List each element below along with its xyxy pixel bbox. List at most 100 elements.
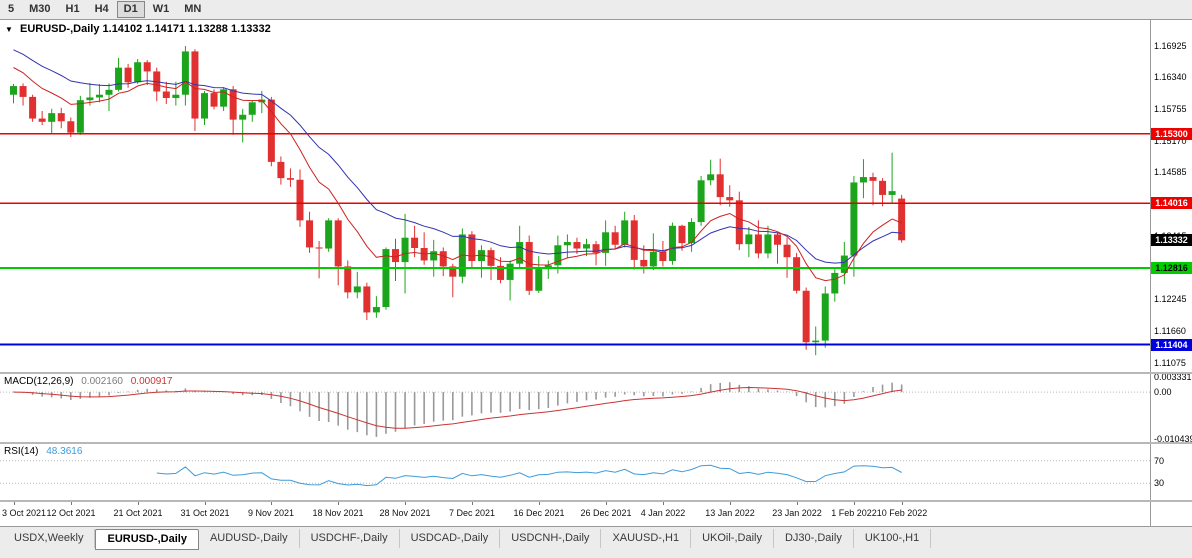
candle-body <box>688 221 696 244</box>
rsi-scale-label: 30 <box>1154 478 1165 488</box>
level-price-badge-1.12816: 1.12816 <box>1151 262 1192 274</box>
candle-body <box>630 220 638 260</box>
time-axis-tick <box>472 502 473 505</box>
chart-tab-XAUUSD-H1[interactable]: XAUUSD-,H1 <box>601 529 692 548</box>
candle-body <box>67 121 75 133</box>
price-scale-label: 1.11075 <box>1154 358 1186 368</box>
timeframe-button-5[interactable]: 5 <box>8 3 15 15</box>
candle-body <box>573 242 581 249</box>
candle-body <box>850 182 858 256</box>
date-label: 10 Feb 2022 <box>876 508 928 518</box>
chart-tab-USDCHF-Daily[interactable]: USDCHF-,Daily <box>300 529 400 548</box>
price-scale-label: 1.16925 <box>1154 41 1187 51</box>
macd-header: MACD(12,26,9) 0.002160 0.000917 <box>4 376 177 387</box>
candle-body <box>649 251 657 267</box>
chart-tab-USDCNH-Daily[interactable]: USDCNH-,Daily <box>500 529 602 548</box>
date-label: 26 Dec 2021 <box>580 508 632 518</box>
candle-body <box>812 340 820 343</box>
candle-body <box>516 242 524 264</box>
candle-body <box>602 232 610 253</box>
macd-plot[interactable] <box>0 374 1150 442</box>
candle-body <box>535 269 543 291</box>
candle-body <box>888 191 896 195</box>
rsi-label: RSI(14) <box>4 446 39 457</box>
candle-body <box>745 234 753 245</box>
candle-body <box>697 180 705 222</box>
candle-body <box>181 51 189 95</box>
candle-body <box>286 178 294 180</box>
time-axis-tick <box>539 502 540 505</box>
candle-body <box>430 251 438 261</box>
candle-body <box>239 114 247 120</box>
chart-tab-UKOil-Daily[interactable]: UKOil-,Daily <box>691 529 774 548</box>
timeframe-button-M30[interactable]: M30 <box>29 3 51 15</box>
main-chart-plot[interactable] <box>0 20 1150 372</box>
rsi-plot[interactable] <box>0 444 1150 500</box>
candle-body <box>115 67 123 90</box>
candle-body <box>869 177 877 181</box>
main-chart-panel: ▼ EURUSD-,Daily 1.14102 1.14171 1.13288 … <box>0 20 1150 372</box>
panel-splitter[interactable] <box>0 442 1192 444</box>
date-label: 9 Nov 2021 <box>247 508 295 518</box>
time-axis-tick <box>854 502 855 505</box>
date-label: 31 Oct 2021 <box>180 508 230 518</box>
candle-body <box>353 286 361 293</box>
rsi-scale-label: 70 <box>1154 456 1165 466</box>
price-scale-label: 1.11660 <box>1154 326 1186 336</box>
candle-body <box>172 94 180 98</box>
price-scale-label: 1.14585 <box>1154 167 1187 177</box>
timeframe-button-MN[interactable]: MN <box>184 3 202 15</box>
current-price-badge: 1.13332 <box>1151 234 1192 246</box>
time-axis-tick <box>14 502 15 505</box>
candle-body <box>201 93 208 119</box>
chart-header: ▼ EURUSD-,Daily 1.14102 1.14171 1.13288 … <box>5 23 271 35</box>
candle-body <box>726 197 734 201</box>
candle-body <box>449 266 457 277</box>
panel-splitter[interactable] <box>0 500 1192 502</box>
date-label: 28 Nov 2021 <box>379 508 431 518</box>
chart-tab-AUDUSD-Daily[interactable]: AUDUSD-,Daily <box>199 529 300 548</box>
time-axis-tick <box>338 502 339 505</box>
chart-tab-UK100-H1[interactable]: UK100-,H1 <box>854 529 932 548</box>
panel-splitter[interactable] <box>0 372 1192 374</box>
chart-tab-EURUSD-Daily[interactable]: EURUSD-,Daily <box>95 529 199 550</box>
level-price-badge-1.11404: 1.11404 <box>1151 339 1192 351</box>
one-click-trading-toggle-icon[interactable]: ▼ <box>5 25 13 34</box>
candle-body <box>783 244 791 258</box>
ma-slow-line <box>13 49 902 264</box>
candle-body <box>306 220 314 248</box>
time-axis[interactable]: 3 Oct 2021 12 Oct 2021 21 Oct 2021 31 Oct 2… <box>0 502 1150 526</box>
candle-body <box>162 91 170 98</box>
macd-signal-line <box>13 386 902 429</box>
date-label: 7 Dec 2021 <box>448 508 496 518</box>
timeframe-button-H1[interactable]: H1 <box>65 3 80 15</box>
timeframe-button-H4[interactable]: H4 <box>94 3 109 15</box>
candle-body <box>793 257 801 291</box>
time-axis-tick <box>606 502 607 505</box>
chart-tab-USDCAD-Daily[interactable]: USDCAD-,Daily <box>400 529 501 548</box>
candle-body <box>382 249 390 308</box>
timeframe-button-D1[interactable]: D1 <box>116 1 145 18</box>
candle-body <box>124 67 132 83</box>
candle-body <box>583 244 590 249</box>
macd-value-main: 0.002160 <box>81 376 123 387</box>
macd-scale-label: -0.010439 <box>1154 434 1192 444</box>
candle-body <box>879 180 887 195</box>
timeframe-button-W1[interactable]: W1 <box>152 3 170 15</box>
chart-tab-USDX-Weekly[interactable]: USDX,Weekly <box>3 529 96 548</box>
candle-body <box>19 86 27 97</box>
date-label: 23 Jan 2022 <box>772 508 822 518</box>
candle-body <box>764 234 772 254</box>
price-scale[interactable]: 1.16925 1.16340 1.15755 1.15170 1.14585 1.140… <box>1150 20 1192 526</box>
candle-body <box>325 220 333 249</box>
chart-tab-DJ30-Daily[interactable]: DJ30-,Daily <box>774 529 854 548</box>
time-axis-tick <box>138 502 139 505</box>
candle-body <box>248 102 256 115</box>
candle-body <box>344 266 352 293</box>
candle-body <box>95 94 103 98</box>
time-axis-tick <box>271 502 272 505</box>
candle-body <box>401 237 409 263</box>
candle-body <box>525 242 533 291</box>
candle-body <box>38 118 46 122</box>
